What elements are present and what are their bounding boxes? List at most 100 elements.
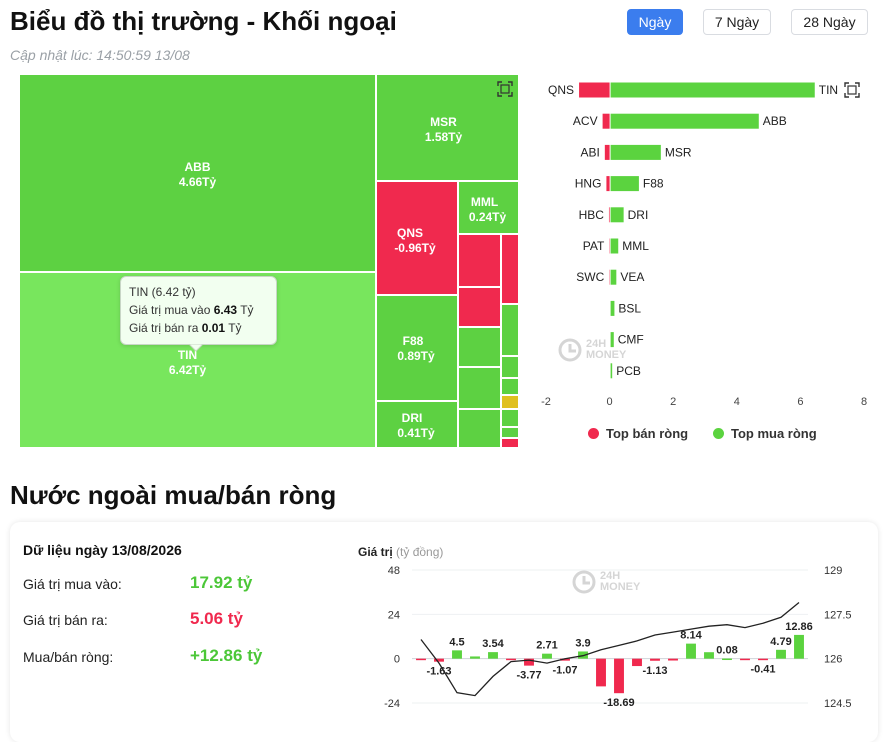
net-bar-label: 8.14 [680,630,702,642]
tooltip-title: TIN (6.42 tỷ) [129,283,268,301]
net-bar[interactable] [776,650,786,659]
treemap-cell-dri[interactable]: DRI 0.41Tỷ [376,401,458,448]
net-bar[interactable] [686,644,696,659]
sell-bar[interactable] [605,145,610,160]
treemap-value: 0.24Tỷ [457,210,518,225]
treemap-cell-small[interactable] [501,438,519,448]
treemap-cell-f88[interactable]: F88 0.89Tỷ [376,295,458,401]
treemap-cell-qns[interactable]: QNS -0.96Tỷ [376,181,458,295]
sell-bar[interactable] [579,83,610,98]
treemap-cell-small[interactable] [501,378,519,395]
range-7-day-button[interactable]: 7 Ngày [703,9,771,35]
left-tick-label: 0 [394,654,400,666]
net-bar[interactable] [596,659,606,687]
net-value: +12.86 tỷ [190,646,262,666]
treemap-value: 4.66Tỷ [20,175,375,190]
treemap-cell-small[interactable] [501,409,519,427]
money-logo-icon [558,338,582,362]
buy-bar[interactable] [611,114,759,129]
net-bar[interactable] [650,659,660,661]
treemap-cell-small[interactable] [458,287,501,327]
buy-ticker-label: ABB [763,114,787,128]
buy-bar[interactable] [611,301,615,316]
treemap-cell-small[interactable] [458,409,501,448]
buy-ticker-label: F88 [643,177,664,191]
tooltip-buy-row: Giá trị mua vào 6.43 Tỷ [129,301,268,319]
net-bar-label: -3.77 [516,670,541,682]
sell-label: Giá trị bán ra: [23,612,108,628]
legend-buy[interactable]: Top mua ròng [713,426,817,441]
net-bar-label: -1.13 [642,665,667,677]
net-bar[interactable] [740,659,750,661]
bar-row[interactable]: BSL [611,301,642,316]
index-line [421,603,799,696]
buy-bar[interactable] [611,239,619,254]
buy-bar[interactable] [611,270,617,285]
range-day-button[interactable]: Ngày [627,9,683,35]
net-bar[interactable] [614,659,624,694]
buy-label: Giá trị mua vào: [23,576,122,592]
sell-ticker-label: PAT [583,239,605,253]
sell-ticker-label: QNS [548,83,574,97]
legend-sell[interactable]: Top bán ròng [588,426,688,441]
buy-ticker-label: VEA [620,270,644,284]
net-bar[interactable] [488,652,498,659]
buy-bar[interactable] [611,83,815,98]
buy-bar[interactable] [611,145,661,160]
net-bar[interactable] [416,659,426,661]
range-28-day-button[interactable]: 28 Ngày [791,9,868,35]
treemap-ticker: F88 [369,334,457,349]
net-bar[interactable] [704,652,714,658]
net-bar[interactable] [632,659,642,666]
net-bar[interactable] [758,659,768,661]
buy-bar[interactable] [611,176,639,191]
treemap-cell-small[interactable] [501,427,519,438]
buy-bar[interactable] [611,363,613,378]
net-bar-label: 3.54 [482,638,504,650]
net-bar[interactable] [794,635,804,659]
right-tick-label: 129 [824,565,842,577]
net-bar[interactable] [452,650,462,658]
treemap-tooltip: TIN (6.42 tỷ) Giá trị mua vào 6.43 Tỷ Gi… [120,276,277,345]
right-tick-label: 126 [824,654,842,666]
bar-row[interactable]: PCB [611,363,641,378]
net-bar-label: 12.86 [785,621,813,633]
net-bar[interactable] [722,659,732,661]
treemap-cell-small[interactable] [501,356,519,378]
sell-bar[interactable] [603,114,610,129]
net-bar[interactable] [542,654,552,659]
treemap-cell-mml[interactable]: MML 0.24Tỷ [458,181,519,234]
sell-ticker-label: ABI [580,145,599,159]
sell-value: 5.06 tỷ [190,609,243,629]
treemap-value: 6.42Tỷ [0,363,375,378]
buy-bar[interactable] [611,207,624,222]
net-bar-label: 4.79 [770,636,791,648]
net-bar[interactable] [668,659,678,661]
treemap-ticker: DRI [367,411,457,426]
expand-icon[interactable] [844,82,860,98]
treemap-cell-small[interactable] [501,304,519,356]
treemap-cell-small[interactable] [458,367,501,409]
net-label: Mua/bán ròng: [23,649,113,665]
tooltip-arrow [189,344,203,352]
sell-bar[interactable] [606,176,609,191]
left-tick-label: 24 [388,609,400,621]
sell-bar[interactable] [609,207,610,222]
expand-icon[interactable] [497,81,513,97]
sell-ticker-label: HBC [579,208,605,222]
treemap-cell-small[interactable] [501,395,519,409]
treemap-cell-abb[interactable]: ABB 4.66Tỷ [19,74,376,272]
treemap-cell-small[interactable] [458,327,501,367]
net-bar[interactable] [506,659,516,661]
legend-buy-label: Top mua ròng [731,426,817,441]
treemap-cell-small[interactable] [458,234,501,287]
treemap-cell-small[interactable] [501,234,519,304]
net-bar[interactable] [470,656,480,658]
